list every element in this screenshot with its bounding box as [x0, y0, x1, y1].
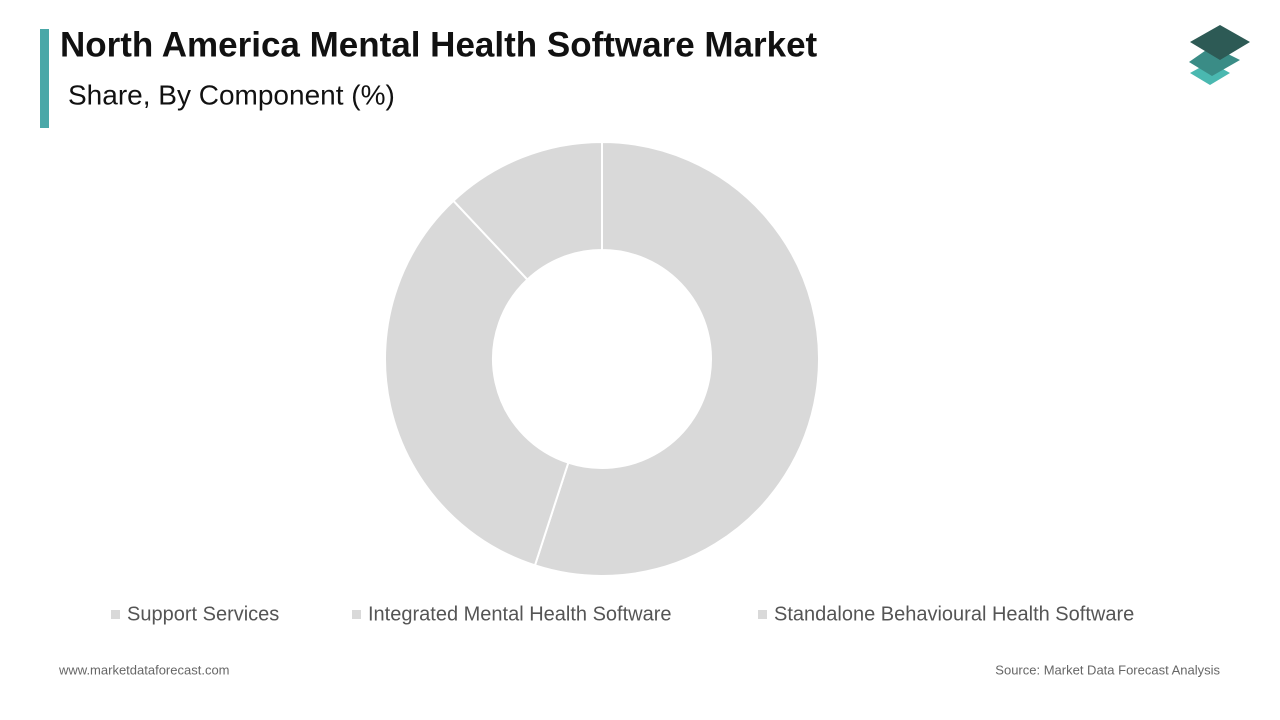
- legend-marker: [352, 610, 361, 619]
- website: www.marketdataforecast.com: [58, 662, 230, 677]
- legend-label: Support Services: [127, 603, 279, 625]
- donut-slice: [452, 140, 603, 281]
- legend-label: Standalone Behavioural Health Software: [774, 603, 1134, 625]
- legend-label: Integrated Mental Health Software: [368, 603, 672, 625]
- chart-title: North America Mental Health Software Mar…: [60, 25, 818, 64]
- legend-marker: [758, 610, 767, 619]
- legend-marker: [111, 610, 120, 619]
- source: Source: Market Data Forecast Analysis: [995, 662, 1220, 677]
- logo: [1189, 25, 1250, 85]
- donut-slice: [533, 140, 820, 577]
- title-accent: [40, 29, 49, 128]
- chart-subtitle: Share, By Component (%): [68, 79, 395, 110]
- donut-slice: [384, 199, 570, 567]
